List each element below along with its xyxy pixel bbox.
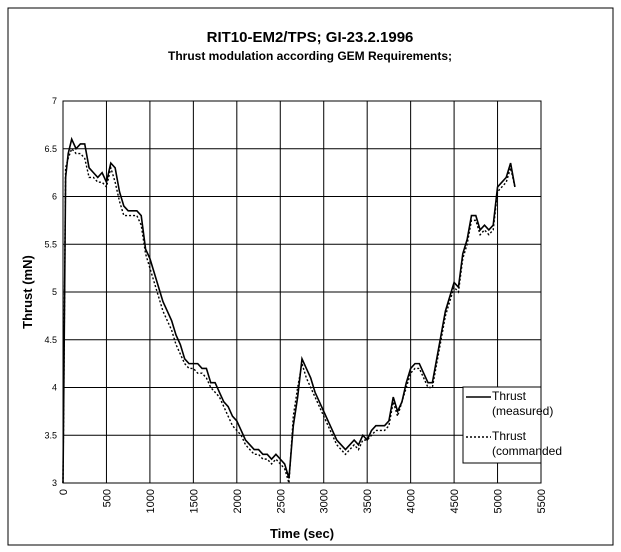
plot-area (62, 100, 542, 484)
series-line (62, 147, 516, 484)
y-tick-label: 5 (52, 287, 57, 297)
x-tick-label: 2000 (232, 489, 244, 513)
legend-label: Thrust (measured) (492, 389, 554, 418)
x-tick-label: 500 (101, 489, 113, 507)
x-tick-label: 3000 (319, 489, 331, 513)
legend-label: Thrust (commanded (492, 429, 563, 458)
series-line (62, 136, 516, 484)
x-tick-label: 3500 (362, 489, 374, 513)
x-tick-label: 2500 (275, 489, 287, 513)
y-tick-label: 6 (52, 192, 57, 202)
x-tick-label: 0 (58, 489, 70, 495)
y-tick-label: 7 (52, 96, 57, 106)
chart-border (7, 7, 614, 546)
y-tick-label: 3.5 (44, 430, 57, 440)
x-tick-label: 4000 (406, 489, 418, 513)
y-tick-label: 3 (52, 478, 57, 488)
x-tick-label: 4500 (449, 489, 461, 513)
x-tick-label: 5000 (493, 489, 505, 513)
y-tick-label: 4.5 (44, 335, 57, 345)
x-tick-label: 1000 (145, 489, 157, 513)
x-tick-label: 1500 (188, 489, 200, 513)
x-axis-label: Time (sec) (270, 526, 334, 541)
legend-box (462, 386, 542, 464)
y-tick-label: 5.5 (44, 239, 57, 249)
x-tick-label: 5500 (536, 489, 548, 513)
y-axis-label: Thrust (mN) (20, 255, 35, 329)
y-tick-label: 6.5 (44, 144, 57, 154)
y-tick-label: 4 (52, 383, 57, 393)
chart-title: RIT10-EM2/TPS; GI-23.2.1996 (207, 29, 414, 46)
chart-subtitle: Thrust modulation according GEM Requirem… (168, 49, 452, 63)
